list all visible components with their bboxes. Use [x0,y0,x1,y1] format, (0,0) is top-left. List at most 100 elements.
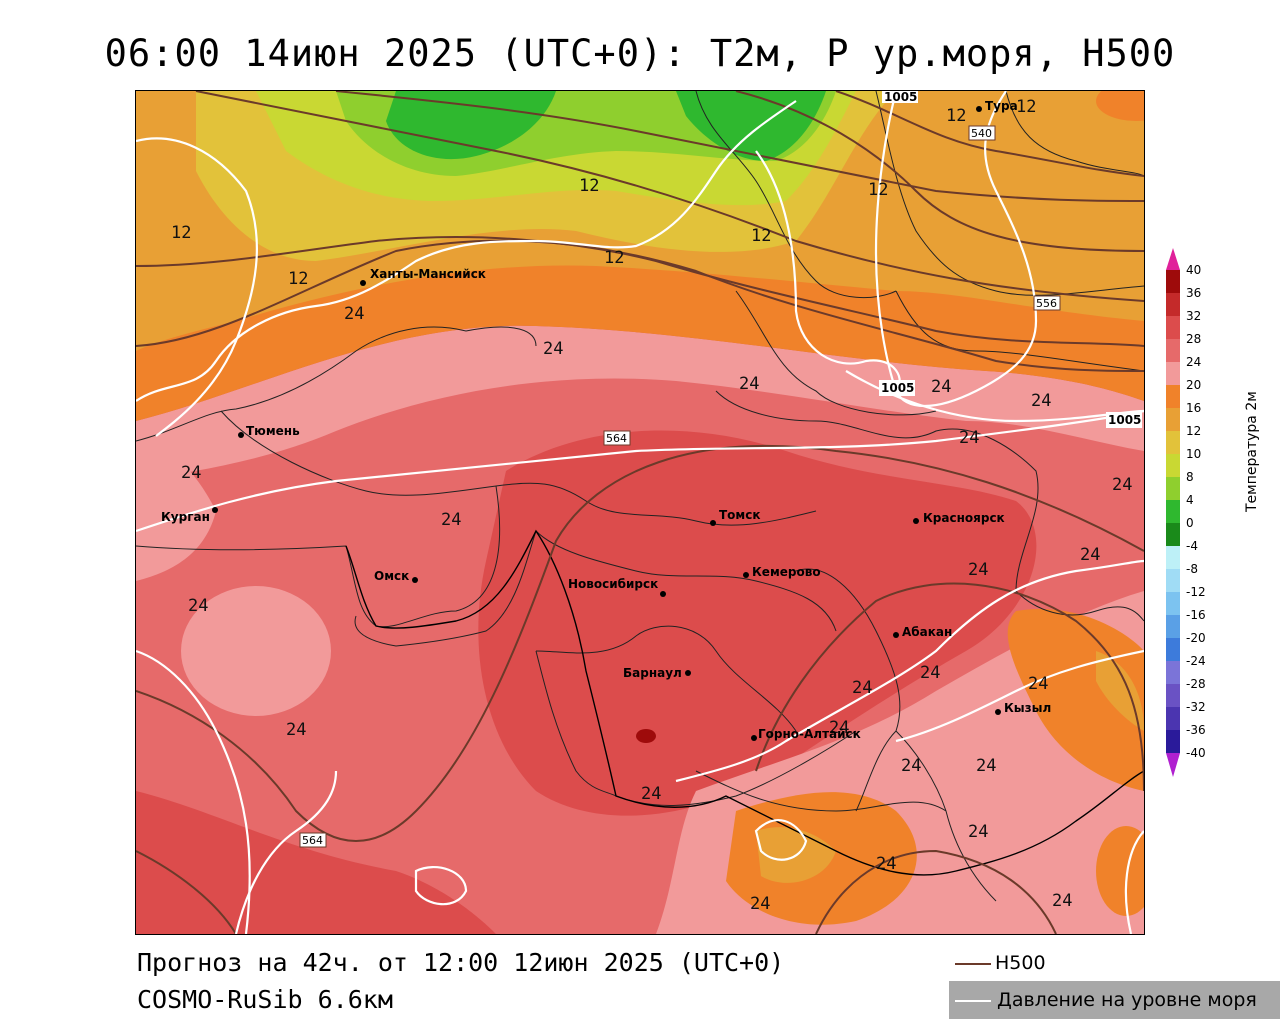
svg-text:Тюмень: Тюмень [246,424,300,438]
legend-pressure-label: Давление на уровне моря [997,989,1257,1011]
region-borders [136,91,1144,902]
temperature-zone-36 [636,729,656,743]
svg-text:12: 12 [604,248,624,268]
colorbar-label: 10 [1186,447,1202,461]
svg-text:564: 564 [606,432,627,445]
svg-text:24: 24 [1031,391,1051,411]
svg-text:12: 12 [288,269,308,289]
city-tyumen: Тюмень [238,424,300,438]
svg-text:1005: 1005 [884,91,917,104]
svg-text:24: 24 [1028,674,1048,694]
svg-text:24: 24 [931,377,951,397]
temperature-zone-tuva [1007,609,1144,791]
map-title: 06:00 14июн 2025 (UTC+0): T2м, P ур.моря… [104,32,1176,75]
svg-text:24: 24 [829,718,849,738]
svg-text:24: 24 [976,756,996,776]
colorbar-label: 8 [1186,470,1194,484]
cities: Ханты-Мансийск Тюмень Курган Омск Томск … [161,99,1051,741]
city-kurgan: Курган [161,507,218,524]
svg-text:24: 24 [920,663,940,683]
legend-h500: H500 [955,952,1155,976]
colorbar-label: 36 [1186,286,1202,300]
pressure-contours [136,91,1144,934]
colorbar-title: Температура 2м [1244,391,1260,512]
colorbar-label: 0 [1186,516,1194,530]
colorbar-label: -24 [1186,654,1206,668]
svg-text:24: 24 [441,510,461,530]
svg-text:24: 24 [286,720,306,740]
svg-text:24: 24 [188,596,208,616]
temperature-zone-south-west [136,791,496,934]
city-barnaul: Барнаул [623,666,691,680]
city-tomsk: Томск [710,508,761,526]
temperature-zone-24-tyumen [136,431,216,581]
svg-text:12: 12 [1016,97,1036,117]
colorbar-label: -36 [1186,723,1206,737]
pressure-line-swatch [955,1000,991,1002]
colorbar-label: 28 [1186,332,1202,346]
city-novosibirsk: Новосибирск [568,577,666,597]
model-name: COSMO-RuSib 6.6км [137,985,393,1014]
colorbar-label: 32 [1186,309,1202,323]
colorbar-label: -16 [1186,608,1206,622]
city-gorno-altaysk: Горно-Алтайск [751,727,861,741]
svg-text:Тура: Тура [985,99,1018,113]
svg-text:24: 24 [739,374,759,394]
svg-text:24: 24 [181,463,201,483]
svg-text:Кызыл: Кызыл [1004,701,1051,715]
svg-text:24: 24 [1112,475,1132,495]
svg-text:12: 12 [579,176,599,196]
legend-pressure: Давление на уровне моря [949,981,1280,1019]
weather-map: 12 12 12 12 12 12 12 12 24 24 24 24 24 2… [135,90,1145,935]
svg-text:Барнаул: Барнаул [623,666,682,680]
colorbar-label: 24 [1186,355,1202,369]
svg-text:Ханты-Мансийск: Ханты-Мансийск [370,267,486,281]
colorbar-label: -40 [1186,746,1206,760]
city-kyzyl: Кызыл [995,701,1051,715]
h500-line-swatch [955,963,991,965]
svg-text:24: 24 [344,304,364,324]
colorbar-label: 4 [1186,493,1194,507]
svg-text:12: 12 [946,106,966,126]
svg-text:24: 24 [876,854,896,874]
h500-contours [136,91,1144,934]
svg-text:564: 564 [302,834,323,847]
temperature-contour-labels: 12 12 12 12 12 12 12 12 24 24 24 24 24 2… [171,97,1132,914]
svg-text:Томск: Томск [719,508,761,522]
svg-text:Абакан: Абакан [902,625,952,639]
colorbar-label: 40 [1186,263,1202,277]
temperature-zone-24-west [181,586,331,716]
temperature-colorbar [1163,245,1223,785]
city-omsk: Омск [374,569,418,583]
svg-text:556: 556 [1036,297,1057,310]
svg-text:540: 540 [971,127,992,140]
svg-text:24: 24 [1052,891,1072,911]
svg-text:24: 24 [959,428,979,448]
svg-text:24: 24 [968,560,988,580]
temperature-zone-north-east [1096,91,1144,121]
temperature-zone-4-west [386,91,556,160]
svg-text:24: 24 [901,756,921,776]
temperature-zone-mongolia [1096,826,1144,916]
svg-text:24: 24 [641,784,661,804]
city-krasnoyarsk: Красноярск [913,511,1005,525]
svg-text:Курган: Курган [161,510,210,524]
temperature-zone-tuva-high [1096,651,1144,731]
svg-text:24: 24 [750,894,770,914]
svg-text:24: 24 [968,822,988,842]
svg-text:1005: 1005 [881,381,914,395]
colorbar-label: -4 [1186,539,1198,553]
svg-text:12: 12 [868,180,888,200]
svg-text:12: 12 [171,223,191,243]
city-khanty-mansiysk: Ханты-Мансийск [360,267,486,286]
legend-h500-label: H500 [995,952,1046,974]
svg-text:Горно-Алтайск: Горно-Алтайск [758,727,861,741]
h500-labels: 540 556 564 564 [299,125,1061,848]
svg-text:Новосибирск: Новосибирск [568,577,658,591]
colorbar-label: -28 [1186,677,1206,691]
colorbar-label: -8 [1186,562,1198,576]
forecast-info: Прогноз на 42ч. от 12:00 12июн 2025 (UTC… [137,948,785,977]
svg-text:Кемерово: Кемерово [752,565,821,579]
pressure-labels: 1005 1005 1005 [879,91,1142,428]
city-abakan: Абакан [893,625,952,639]
